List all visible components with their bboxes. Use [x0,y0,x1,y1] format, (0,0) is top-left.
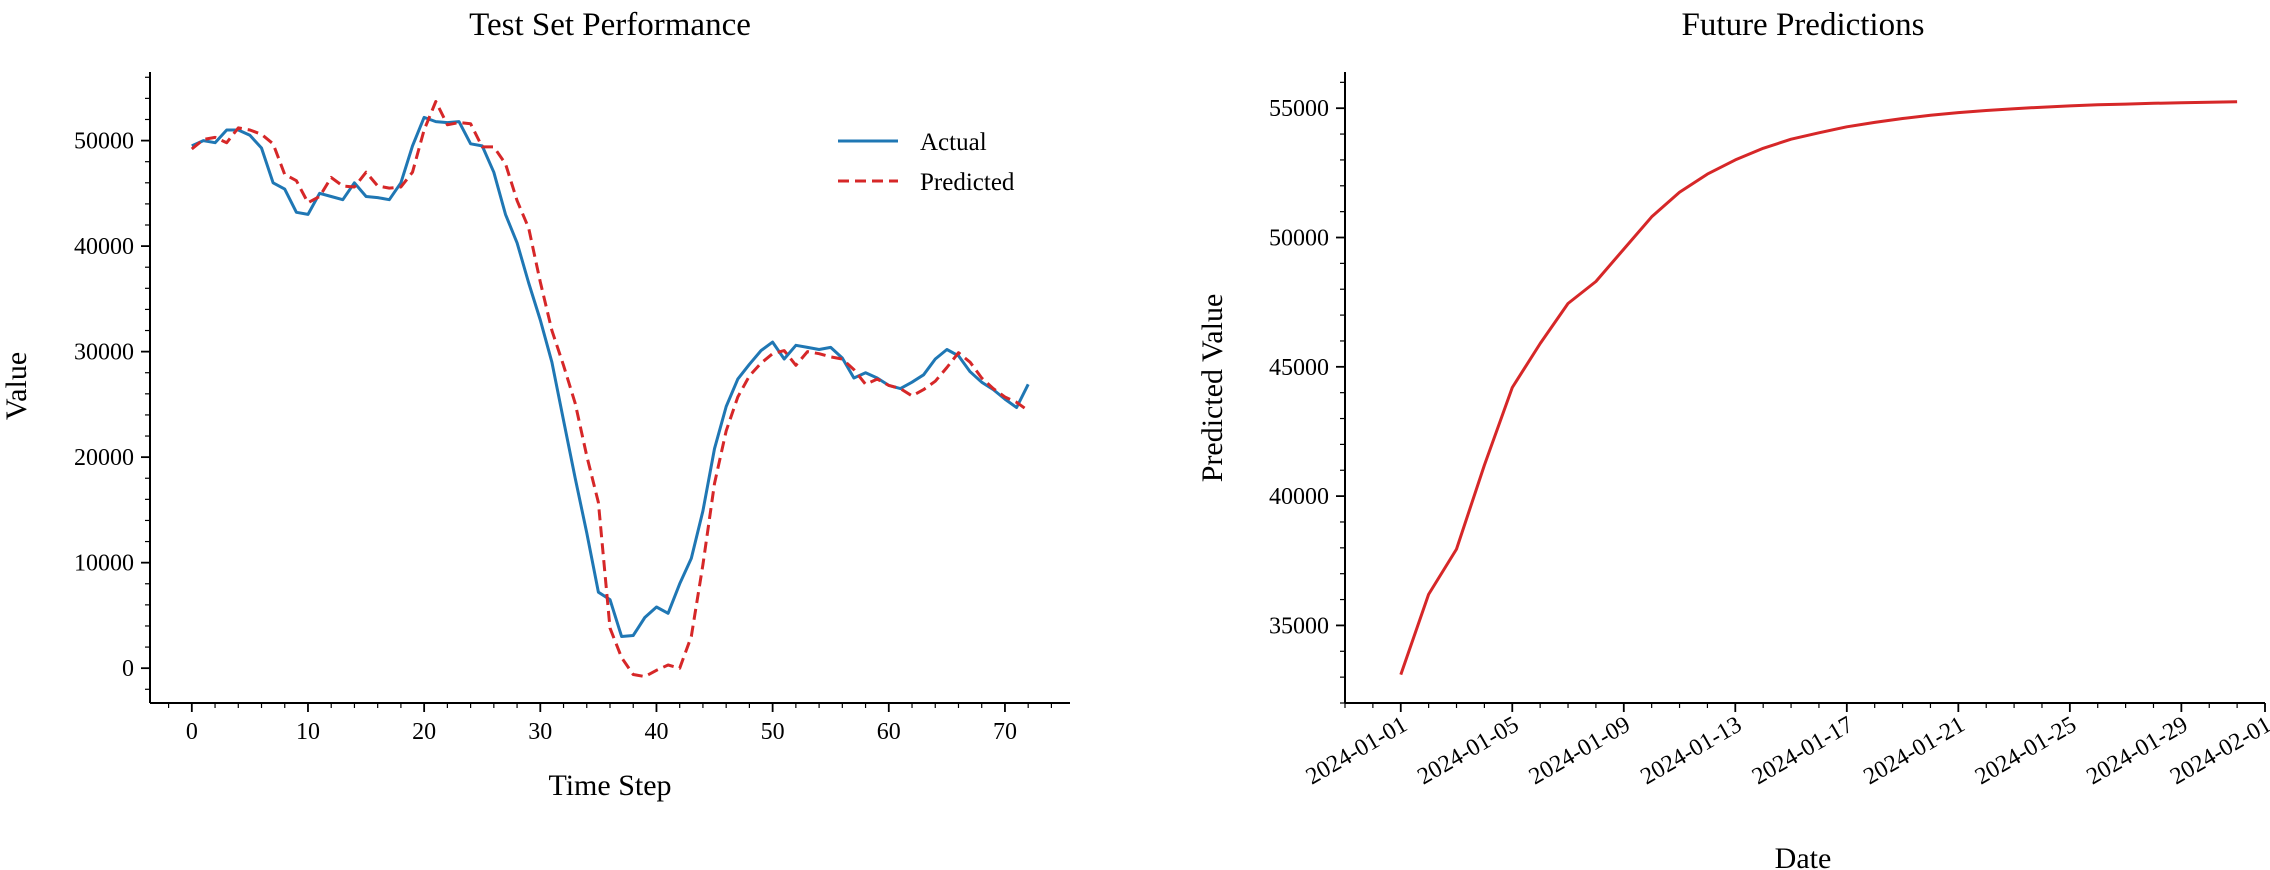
series-line-actual [191,115,1030,638]
x-tick-label: 20 [412,719,436,745]
tick-layer: 0 10000 20000 30000 40000 50000 0 10 20 30 40 50 60 7… [74,76,1053,745]
y-tick-label: 50000 [74,129,134,155]
y-tick-label: 45000 [1269,355,1329,381]
x-tick-label: 2024-01-25 [1971,712,2081,791]
x-tick-label: 10 [296,719,320,745]
y-tick-label: 40000 [74,234,134,260]
y-tick-label: 35000 [1269,613,1329,639]
x-tick-label: 2024-01-05 [1413,712,1523,791]
legend-label: Predicted [920,169,1015,196]
x-tick-label: 70 [993,719,1017,745]
x-tick-label: 2024-01-13 [1636,712,1746,791]
x-tick-label: 2024-01-21 [1859,712,1969,791]
legend-label: Actual [920,129,987,156]
series-layer [1399,100,2238,676]
test-set-performance-chart: Test Set Performance Time Step Value 0 10… [0,7,1070,802]
x-tick-label: 2024-01-17 [1748,712,1858,791]
y-axis-label: Value [0,352,33,420]
x-tick-label: 60 [877,719,901,745]
y-tick-label: 50000 [1269,226,1329,252]
chart-title: Future Predictions [1682,7,1925,43]
series-layer [190,100,1030,679]
series-line-predicted [190,100,1030,679]
x-tick-label: 30 [528,719,552,745]
future-predictions-chart: Future Predictions Date Predicted Value … [1196,7,2270,870]
x-axis-label: Date [1775,842,1832,870]
legend: Actual Predicted [838,129,1015,196]
y-tick-label: 0 [122,656,134,682]
y-tick-label: 20000 [74,445,134,471]
chart-title: Test Set Performance [469,7,751,43]
x-tick-label: 2024-01-01 [1302,712,1412,791]
x-axis-label: Time Step [548,769,671,802]
y-tick-label: 30000 [74,340,134,366]
x-tick-label: 2024-01-09 [1525,712,1635,791]
y-tick-label: 55000 [1269,96,1329,122]
x-tick-label: 40 [644,719,668,745]
x-tick-label: 0 [186,719,198,745]
y-axis-label: Predicted Value [1196,294,1229,483]
x-tick-label: 50 [761,719,785,745]
y-tick-label: 10000 [74,551,134,577]
series-line-0 [1399,100,2238,676]
y-tick-label: 40000 [1269,484,1329,510]
